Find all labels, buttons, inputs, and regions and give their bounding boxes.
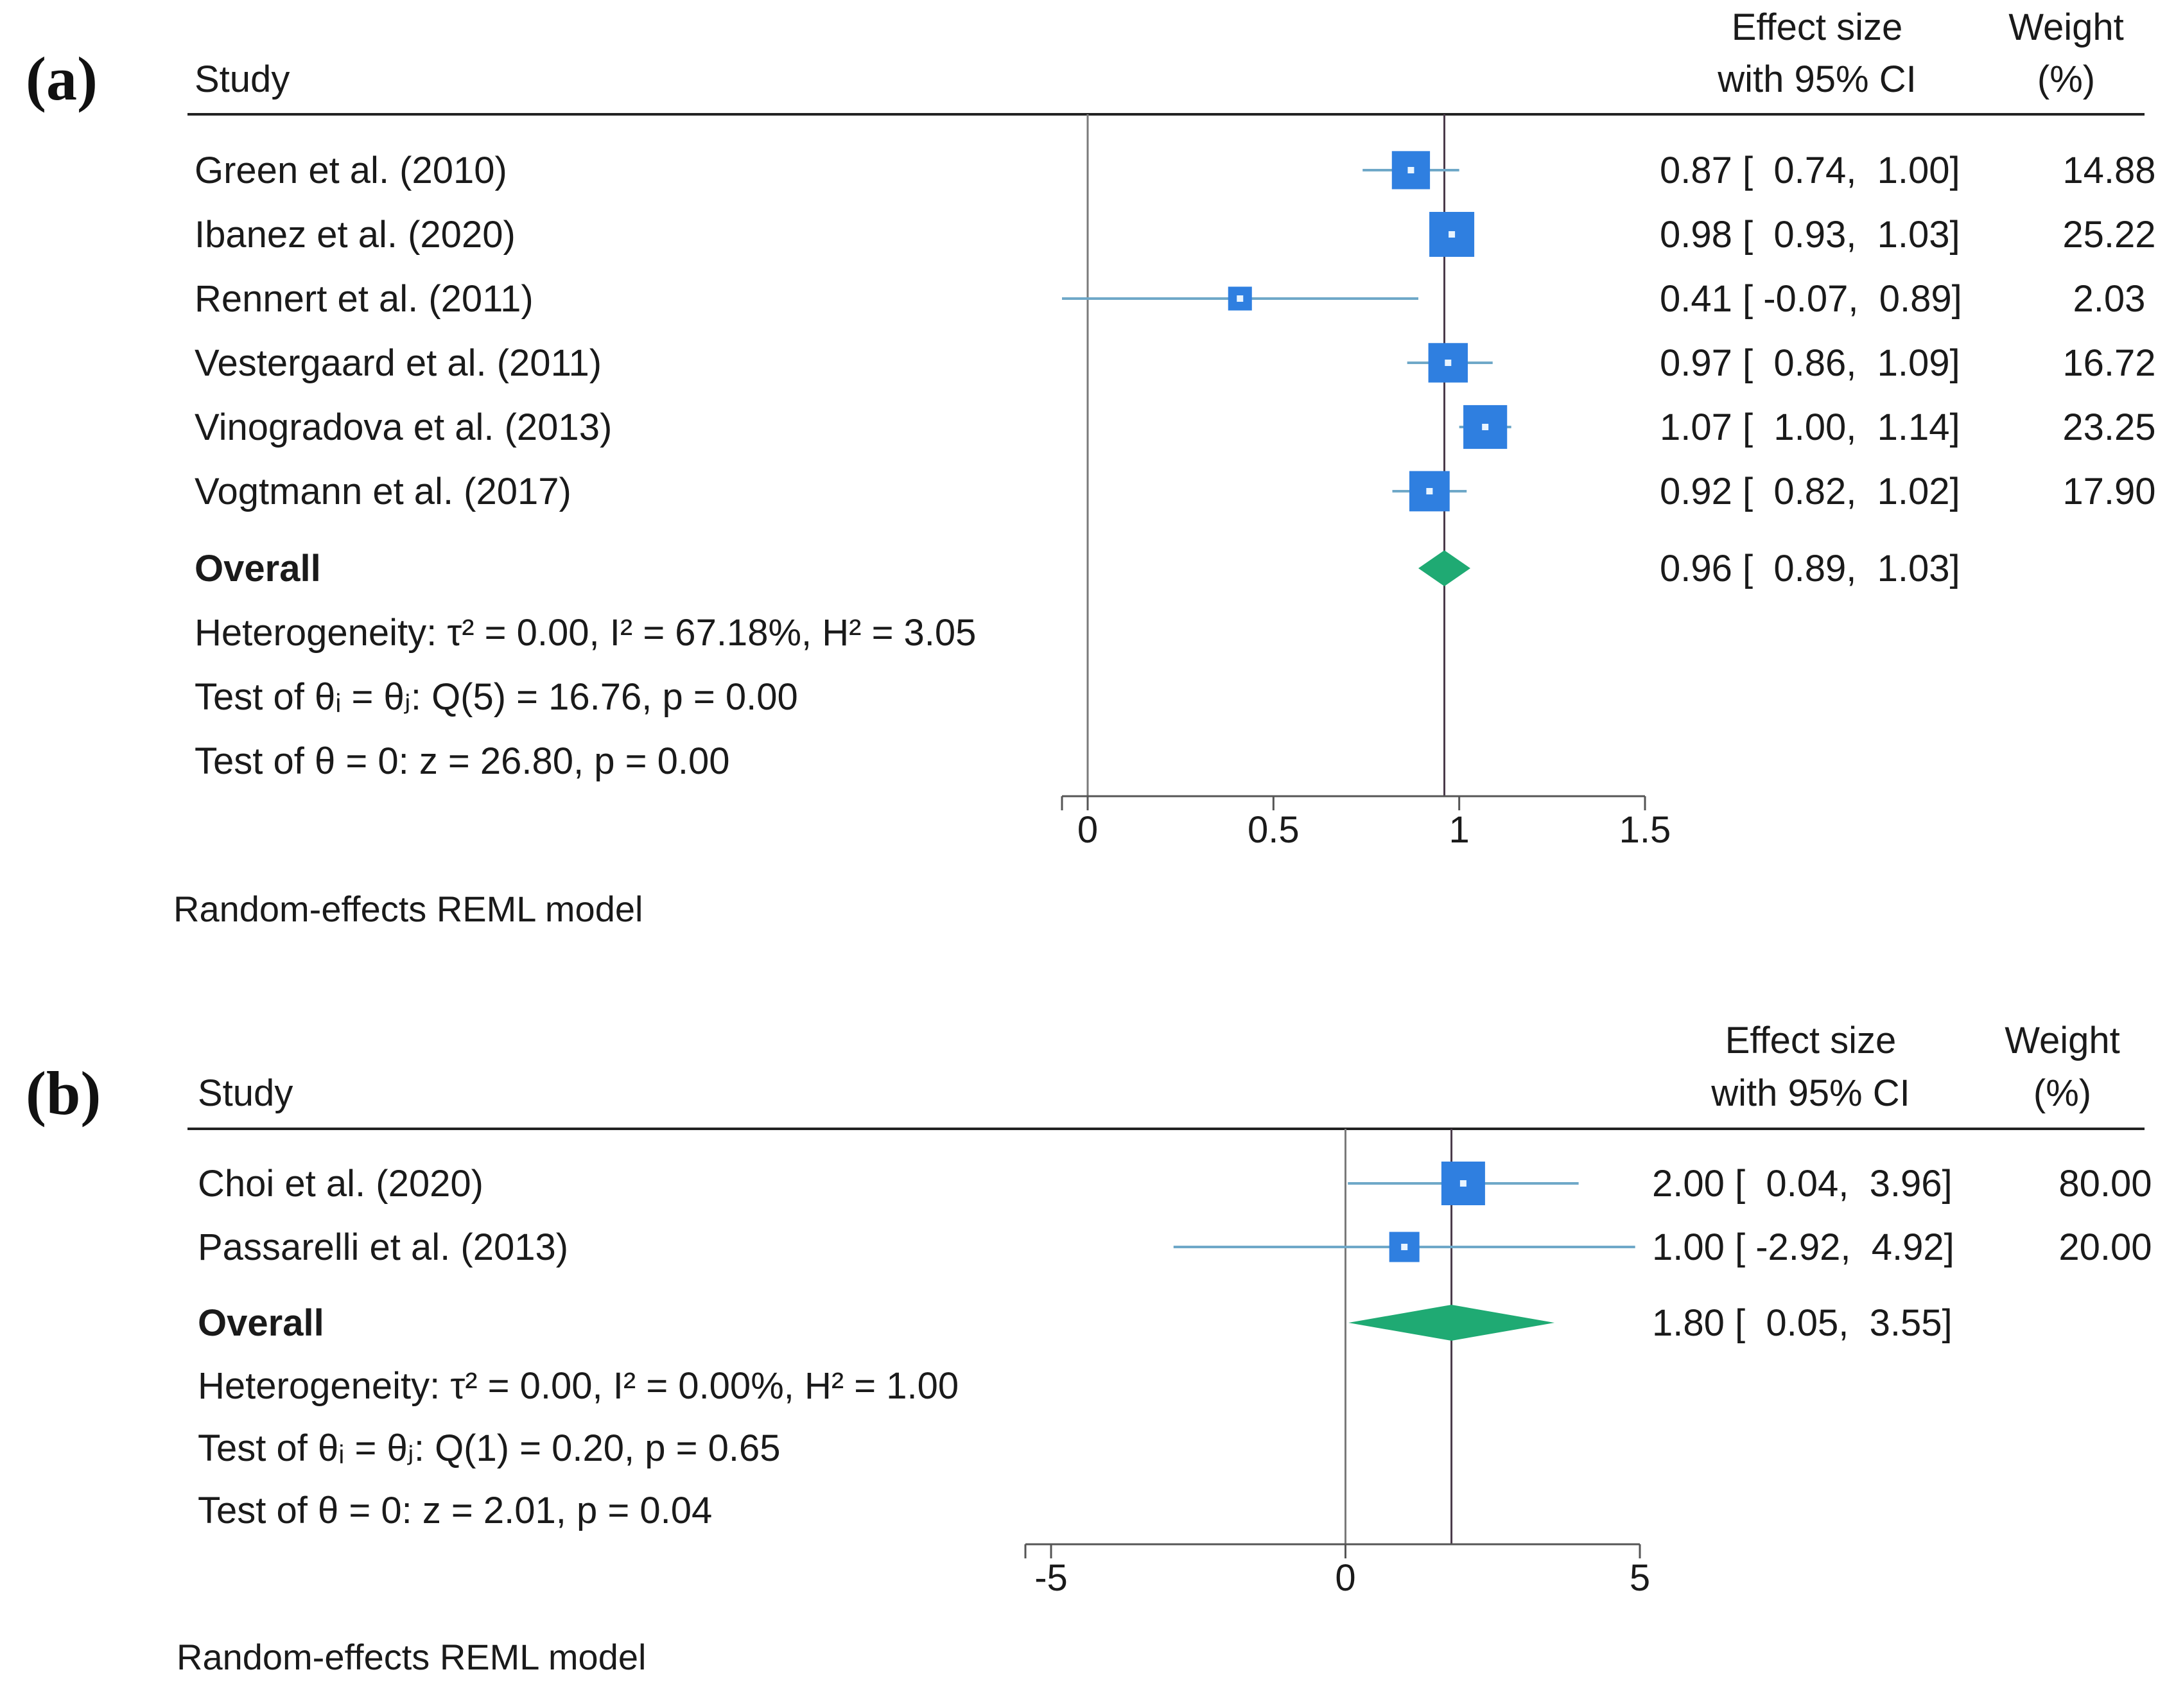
- weight-header: Weight: [2008, 6, 2123, 48]
- x-tick-label: 1.5: [1619, 809, 1671, 851]
- overall-diamond: [1348, 1305, 1555, 1341]
- overall-diamond: [1418, 550, 1471, 586]
- z-test-stat: Test of θ = 0: z = 2.01, p = 0.04: [198, 1490, 712, 1531]
- overall-effect-ci: 0.96 [ 0.89, 1.03]: [1660, 548, 1960, 589]
- x-tick-label: 0.5: [1248, 809, 1300, 851]
- model-footnote: Random-effects REML model: [173, 889, 643, 929]
- study-column-header: Study: [195, 58, 290, 100]
- overall-label: Overall: [195, 548, 321, 589]
- study-name: Rennert et al. (2011): [195, 278, 534, 320]
- x-tick-label: 0: [1335, 1557, 1355, 1599]
- study-marker-center: [1445, 360, 1452, 366]
- panel-label: (b): [26, 1059, 101, 1128]
- overall-effect-ci: 1.80 [ 0.05, 3.55]: [1652, 1302, 1953, 1344]
- effect-size-header: Effect size: [1725, 1020, 1897, 1061]
- x-tick-label: 1: [1449, 809, 1470, 851]
- study-name: Vestergaard et al. (2011): [195, 342, 602, 384]
- study-marker-center: [1426, 488, 1433, 494]
- study-marker-center: [1449, 231, 1456, 238]
- panel-label: (a): [26, 44, 98, 113]
- study-marker-center: [1482, 424, 1489, 430]
- study-weight: 25.22: [2062, 214, 2155, 256]
- z-test-stat: Test of θ = 0: z = 26.80, p = 0.00: [195, 740, 730, 782]
- study-effect-ci: 1.00 [ -2.92, 4.92]: [1652, 1226, 1954, 1268]
- q-test-stat: Test of θᵢ = θⱼ: Q(1) = 0.20, p = 0.65: [198, 1427, 781, 1469]
- weight-unit-header: (%): [2033, 1072, 2091, 1114]
- model-footnote: Random-effects REML model: [177, 1637, 646, 1677]
- weight-unit-header: (%): [2037, 58, 2095, 100]
- study-name: Green et al. (2010): [195, 150, 507, 191]
- effect-size-ci-header: with 95% CI: [1717, 58, 1916, 100]
- study-marker-center: [1237, 295, 1244, 302]
- study-marker-center: [1401, 1244, 1408, 1250]
- study-weight: 23.25: [2062, 406, 2155, 448]
- study-effect-ci: 0.87 [ 0.74, 1.00]: [1660, 150, 1960, 191]
- panel-a: (a) Study Effect size with 95% CI Weight (%) G…: [26, 6, 2156, 929]
- study-column-header: Study: [198, 1072, 293, 1114]
- study-effect-ci: 0.92 [ 0.82, 1.02]: [1660, 471, 1960, 512]
- study-weight: 20.00: [2058, 1226, 2152, 1268]
- study-name: Ibanez et al. (2020): [195, 214, 516, 256]
- study-weight: 17.90: [2062, 471, 2155, 512]
- study-effect-ci: 0.41 [ -0.07, 0.89]: [1660, 278, 1962, 320]
- study-weight: 80.00: [2058, 1163, 2152, 1205]
- study-effect-ci: 1.07 [ 1.00, 1.14]: [1660, 406, 1960, 448]
- weight-header: Weight: [2005, 1020, 2119, 1061]
- study-marker-center: [1459, 1180, 1466, 1187]
- x-tick-label: -5: [1034, 1557, 1068, 1599]
- effect-size-header: Effect size: [1732, 6, 1903, 48]
- heterogeneity-stat: Heterogeneity: τ² = 0.00, I² = 67.18%, H…: [195, 612, 976, 654]
- x-tick-label: 0: [1077, 809, 1098, 851]
- study-effect-ci: 2.00 [ 0.04, 3.96]: [1652, 1163, 1953, 1205]
- study-weight: 14.88: [2062, 150, 2155, 191]
- study-weight: 2.03: [2073, 278, 2146, 320]
- study-name: Passarelli et al. (2013): [198, 1226, 568, 1268]
- study-marker-center: [1407, 167, 1414, 173]
- x-tick-label: 5: [1630, 1557, 1650, 1599]
- study-name: Vinogradova et al. (2013): [195, 406, 612, 448]
- heterogeneity-stat: Heterogeneity: τ² = 0.00, I² = 0.00%, H²…: [198, 1365, 959, 1407]
- study-effect-ci: 0.98 [ 0.93, 1.03]: [1660, 214, 1960, 256]
- q-test-stat: Test of θᵢ = θⱼ: Q(5) = 16.76, p = 0.00: [195, 676, 798, 718]
- panel-b: (b) Study Effect size with 95% CI Weight (%) C…: [26, 1020, 2152, 1677]
- study-name: Choi et al. (2020): [198, 1163, 483, 1205]
- overall-label: Overall: [198, 1302, 324, 1344]
- study-name: Vogtmann et al. (2017): [195, 471, 571, 512]
- study-weight: 16.72: [2062, 342, 2155, 384]
- study-effect-ci: 0.97 [ 0.86, 1.09]: [1660, 342, 1960, 384]
- effect-size-ci-header: with 95% CI: [1710, 1072, 1910, 1114]
